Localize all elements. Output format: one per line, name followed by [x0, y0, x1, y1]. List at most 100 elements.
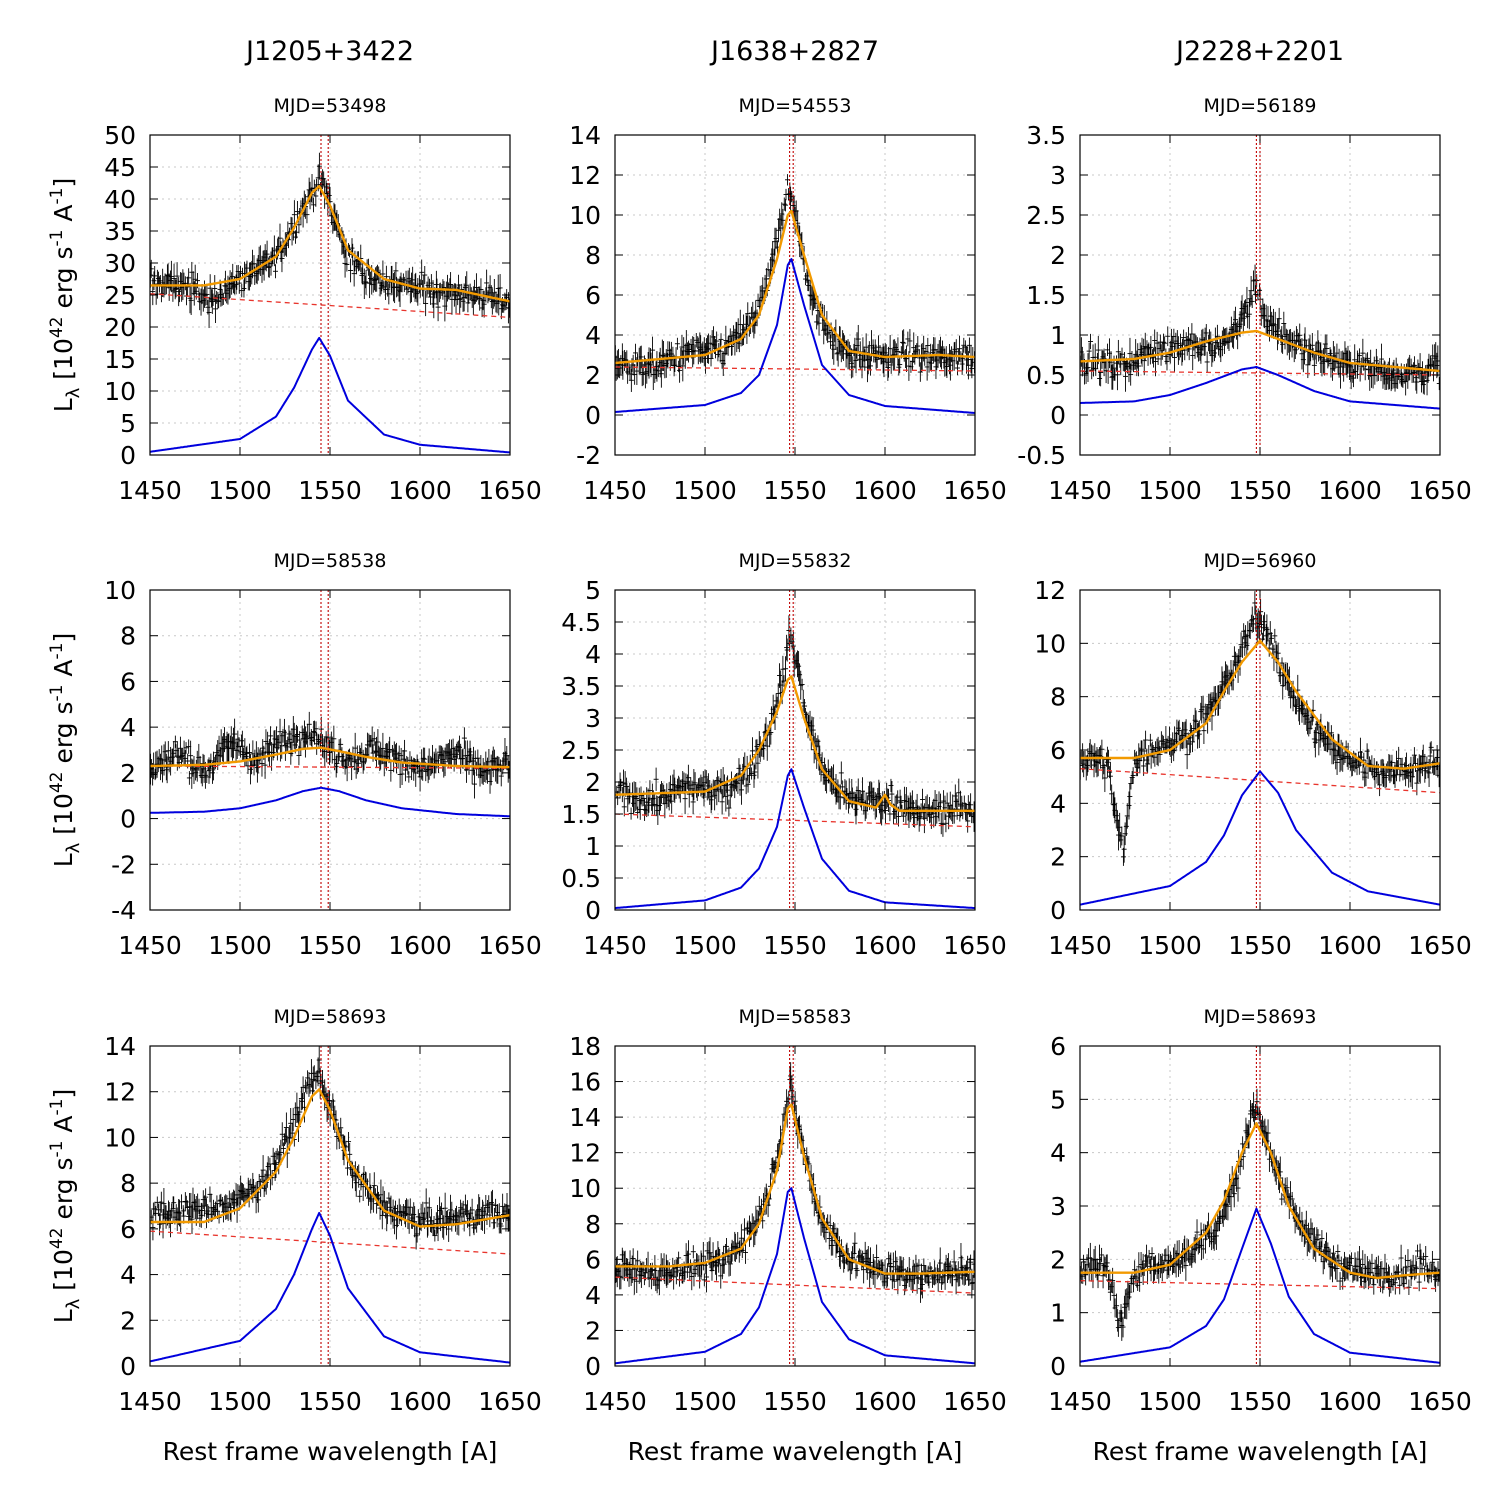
y-tick-label: 12 [1034, 576, 1066, 605]
y-tick-label: 10 [569, 201, 601, 230]
x-tick-label: 1600 [1318, 931, 1382, 960]
y-tick-label: -2 [576, 441, 601, 470]
y-tick-label: 12 [569, 161, 601, 190]
y-tick-label: 6 [585, 281, 601, 310]
y-tick-label: 6 [1050, 736, 1066, 765]
plot-area [150, 1046, 510, 1366]
y-tick-label: 2 [585, 361, 601, 390]
x-tick-label: 1650 [1408, 476, 1472, 505]
y-tick-label: 8 [585, 241, 601, 270]
x-tick-label: 1550 [298, 931, 362, 960]
y-tick-label: -2 [111, 850, 136, 879]
chart-panel: MJD=54553 1450 1500 1550 1600 1650 -2 0 2 4 6 8 10 12… [569, 95, 1007, 505]
y-tick-label: 1 [1050, 321, 1066, 350]
y-tick-label: -0.5 [1017, 441, 1066, 470]
column-title: J1205+3422 [244, 36, 414, 67]
y-tick-label: 4 [1050, 789, 1066, 818]
y-tick-label: 10 [104, 377, 136, 406]
y-tick-label: 45 [104, 153, 136, 182]
x-tick-label: 1500 [673, 476, 737, 505]
total-fit-curve [150, 185, 510, 303]
plot-area [1080, 590, 1440, 910]
x-tick-label: 1600 [853, 476, 917, 505]
continuum-line [615, 366, 975, 372]
panel-title: MJD=56189 [1204, 95, 1317, 117]
panel-title: MJD=58583 [739, 1006, 852, 1028]
column-title: J2228+2201 [1174, 36, 1344, 67]
y-tick-label: 10 [104, 1123, 136, 1152]
x-tick-label: 1600 [388, 476, 452, 505]
total-fit-curve [150, 746, 510, 769]
broad-line-curve [615, 258, 975, 414]
y-tick-label: 20 [104, 313, 136, 342]
x-tick-label: 1600 [388, 1387, 452, 1416]
y-tick-label: 0.5 [1026, 361, 1066, 390]
x-tick-label: 1550 [298, 1387, 362, 1416]
x-tick-label: 1550 [1228, 476, 1292, 505]
y-tick-label: 8 [120, 1169, 136, 1198]
chart-panel: MJD=53498 1450 1500 1550 1600 1650 0 5 10 15 20 25 3… [104, 95, 542, 505]
x-tick-label: 1650 [478, 931, 542, 960]
column-title: J1638+2827 [709, 36, 879, 67]
continuum-line [1080, 768, 1440, 794]
chart-panel: MJD=56960 1450 1500 1550 1600 1650 0 2 4 6 8 10 12 [1034, 550, 1472, 960]
y-tick-label: 0 [1050, 401, 1066, 430]
x-tick-label: 1500 [673, 931, 737, 960]
y-tick-label: 15 [104, 345, 136, 374]
x-tick-label: 1450 [583, 931, 647, 960]
x-tick-label: 1500 [208, 931, 272, 960]
y-tick-label: 5 [120, 409, 136, 438]
total-fit-curve [615, 209, 975, 365]
x-tick-label: 1600 [1318, 476, 1382, 505]
x-tick-label: 1450 [118, 931, 182, 960]
y-tick-label: 3.5 [1026, 121, 1066, 150]
y-tick-label: 5 [585, 576, 601, 605]
x-tick-label: 1500 [208, 1387, 272, 1416]
y-tick-label: 1 [585, 832, 601, 861]
total-fit-curve [150, 1088, 510, 1228]
y-tick-label: 8 [1050, 683, 1066, 712]
x-tick-label: 1650 [478, 476, 542, 505]
y-tick-label: 2 [1050, 843, 1066, 872]
x-tick-label: 1450 [1048, 476, 1112, 505]
x-tick-label: 1650 [943, 931, 1007, 960]
y-tick-label: 0.5 [561, 864, 601, 893]
x-tick-label: 1550 [763, 476, 827, 505]
continuum-line [150, 293, 510, 319]
x-tick-label: 1550 [763, 931, 827, 960]
y-tick-label: 2 [1050, 241, 1066, 270]
plot-area [615, 135, 975, 455]
y-tick-label: 2.5 [561, 736, 601, 765]
plot-area [150, 590, 510, 910]
y-tick-label: 3 [585, 704, 601, 733]
x-tick-label: 1550 [1228, 931, 1292, 960]
broad-line-curve [1080, 366, 1440, 410]
y-tick-label: 50 [104, 121, 136, 150]
y-tick-label: 30 [104, 249, 136, 278]
total-fit-curve [1080, 329, 1440, 373]
x-tick-label: 1600 [853, 931, 917, 960]
x-tick-label: 1450 [1048, 931, 1112, 960]
y-tick-label: 3.5 [561, 672, 601, 701]
x-tick-label: 1600 [388, 931, 452, 960]
panel-title: MJD=58693 [274, 1006, 387, 1028]
y-tick-label: 10 [1034, 629, 1066, 658]
plot-area [615, 590, 975, 910]
y-tick-label: 12 [104, 1078, 136, 1107]
y-tick-label: 0 [120, 1352, 136, 1381]
y-tick-label: 4 [120, 1261, 136, 1290]
broad-line-curve [150, 1211, 510, 1364]
y-tick-label: 2 [120, 1306, 136, 1335]
y-tick-label: 1.5 [561, 800, 601, 829]
chart-panel: MJD=55832 1450 1500 1550 1600 1650 0 0.5 1 1.5 2 2.… [561, 550, 1007, 960]
chart-panel: MJD=58693 1450 1500 1550 1600 1650 0 2 4 6 8 10 12 14 [104, 1006, 542, 1416]
panel-title: MJD=55832 [739, 550, 852, 572]
y-tick-label: 4 [120, 713, 136, 742]
panel-title: MJD=58538 [274, 550, 387, 572]
x-tick-label: 1650 [478, 1387, 542, 1416]
continuum-line [150, 765, 510, 769]
continuum-line [615, 813, 975, 828]
y-tick-label: 25 [104, 281, 136, 310]
